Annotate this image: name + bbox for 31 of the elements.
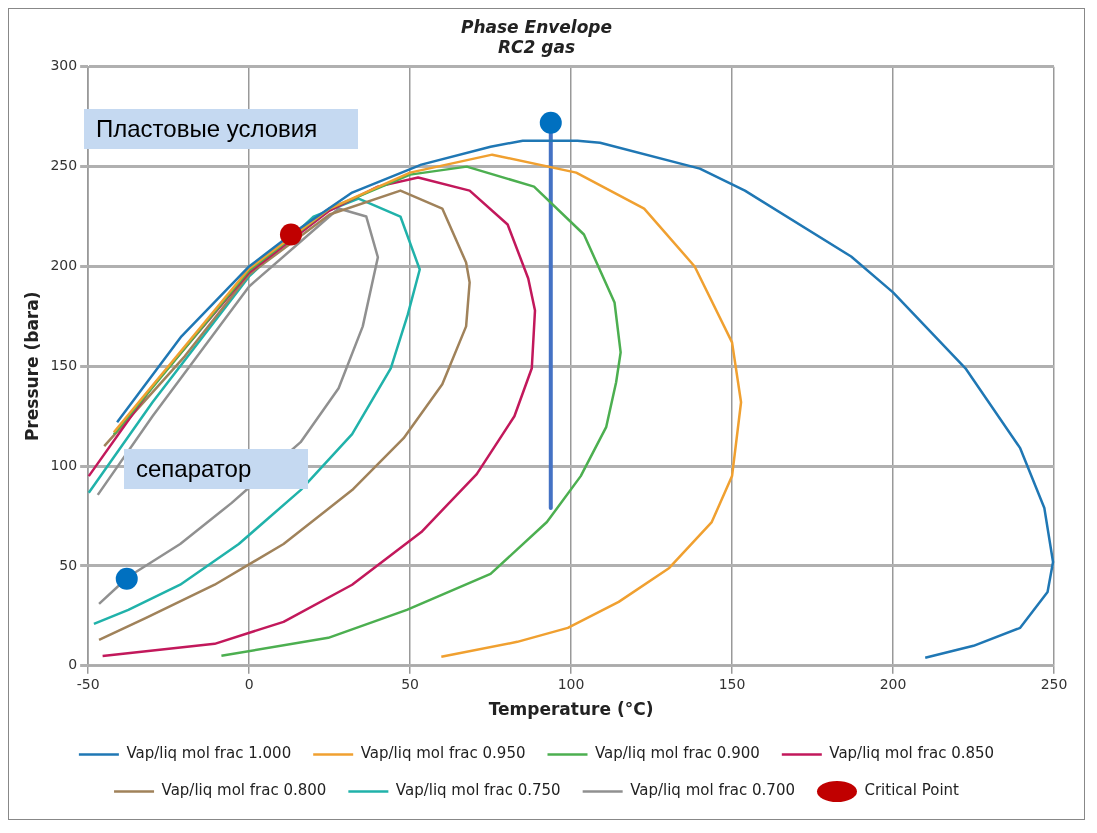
legend-label: Vap/liq mol frac 0.850	[829, 744, 995, 763]
x-tick-label: 0	[244, 675, 254, 692]
legend-label: Vap/liq mol frac 1.000	[126, 744, 292, 763]
legend-label: Vap/liq mol frac 0.950	[360, 744, 526, 763]
x-tick-label: 50	[401, 675, 419, 692]
x-tick-label: 200	[879, 675, 907, 692]
chart-subtitle: RC2 gas	[497, 37, 576, 58]
legend-label: Vap/liq mol frac 0.700	[630, 781, 795, 800]
y-tick-label: 200	[50, 257, 78, 274]
point	[539, 111, 562, 134]
y-tick-label: 150	[50, 356, 78, 373]
x-tick-label: 100	[557, 675, 585, 692]
legend-label: Critical Point	[864, 781, 960, 800]
y-axis-title: Pressure (bara)	[21, 291, 42, 442]
x-tick-label: 150	[718, 675, 746, 692]
point	[279, 223, 302, 246]
legend-label: Vap/liq mol frac 0.900	[595, 744, 760, 763]
y-tick-label: 100	[50, 456, 78, 473]
annotation: сепаратор	[124, 449, 308, 489]
y-tick-label: 0	[68, 656, 78, 673]
x-axis-title: Temperature (°C)	[488, 699, 654, 720]
x-tick-label: 250	[1040, 675, 1068, 692]
annotation: Пластовые условия	[84, 109, 358, 149]
chart-title: Phase Envelope	[460, 16, 613, 37]
legend-label: Vap/liq mol frac 0.800	[161, 781, 327, 800]
y-tick-label: 250	[50, 157, 78, 174]
x-tick-label: -50	[76, 675, 100, 692]
y-tick-label: 50	[59, 556, 78, 573]
y-tick-label: 300	[50, 57, 78, 74]
point	[115, 567, 138, 590]
legend-label: Vap/liq mol frac 0.750	[395, 781, 561, 800]
